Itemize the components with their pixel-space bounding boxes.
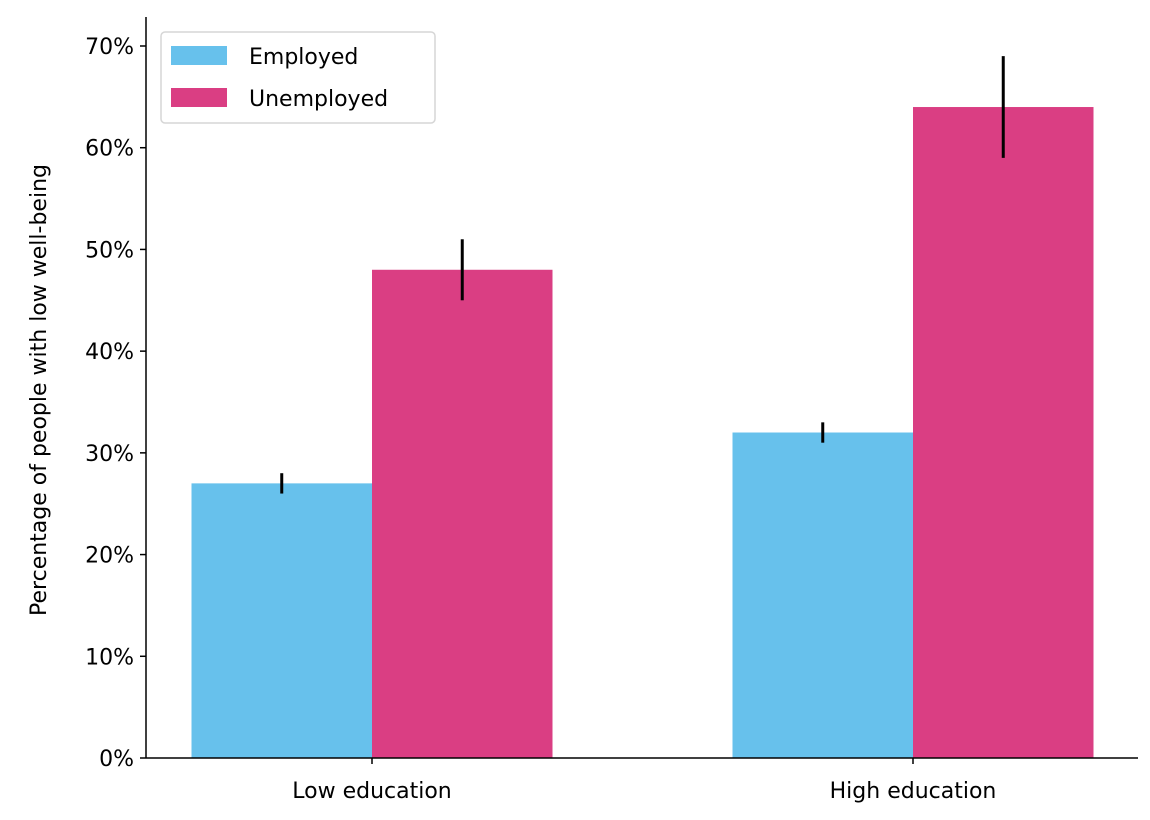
legend: Employed Unemployed xyxy=(160,31,436,124)
bar-employed-low-education xyxy=(191,483,372,758)
legend-swatch-unemployed xyxy=(171,88,227,107)
x-ticks-group: Low education High education xyxy=(292,758,996,804)
bar-unemployed-high-education xyxy=(913,107,1094,759)
bar-unemployed-low-education xyxy=(372,269,553,758)
y-tick-label: 40% xyxy=(85,340,134,365)
x-tick-label: High education xyxy=(830,779,997,804)
y-tick-label: 0% xyxy=(99,747,134,772)
y-ticks-group: 0% 10% 20% 30% 40% 50% 60% 70% xyxy=(85,35,146,772)
y-tick-label: 10% xyxy=(85,645,134,670)
y-tick-label: 70% xyxy=(85,35,134,60)
bars-group xyxy=(191,107,1094,759)
y-tick-label: 30% xyxy=(85,442,134,467)
legend-label-employed: Employed xyxy=(249,45,358,70)
y-tick-label: 60% xyxy=(85,137,134,162)
y-axis-label: Percentage of people with low well-being xyxy=(27,164,52,616)
bar-employed-high-education xyxy=(732,432,913,758)
legend-swatch-employed xyxy=(171,46,227,65)
legend-label-unemployed: Unemployed xyxy=(249,87,388,112)
x-tick-label: Low education xyxy=(292,779,451,804)
error-bars-group xyxy=(280,56,1005,494)
y-tick-label: 20% xyxy=(85,544,134,569)
y-tick-label: 50% xyxy=(85,238,134,263)
legend-frame xyxy=(160,31,436,124)
